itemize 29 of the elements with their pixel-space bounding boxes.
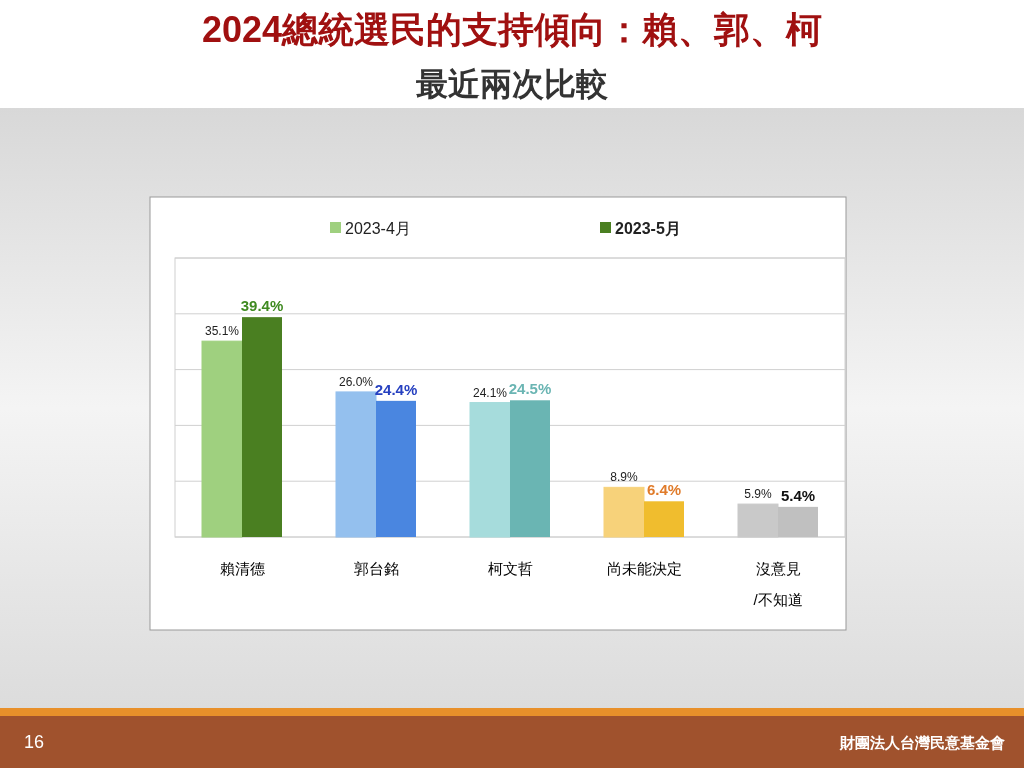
text: 16 [24, 732, 45, 752]
data-label: 5.9% [744, 487, 772, 502]
chart-subtitle: 最近兩次比較 [416, 66, 608, 102]
bar [201, 340, 243, 538]
data-label: 35.1% [204, 324, 240, 339]
data-label: 24.4% [374, 380, 418, 398]
bar [644, 501, 684, 537]
legend-label: 2023-5月 [615, 220, 681, 237]
data-label: 24.1% [472, 385, 508, 400]
bar [376, 400, 416, 537]
data-label: 24.5% [508, 380, 552, 398]
bar [335, 391, 377, 538]
data-label: 39.4% [240, 297, 284, 315]
bar [603, 486, 645, 538]
legend-label: 2023-4月 [345, 220, 411, 237]
x-tick-label: 沒意見 /不知道 [753, 560, 803, 608]
bar [242, 317, 282, 537]
x-tick-label: 柯文哲 [487, 560, 533, 577]
x-tick-label: 郭台銘 [353, 560, 399, 577]
x-tick-label: 尚未能決定 [606, 560, 682, 577]
bar [510, 400, 550, 537]
chart-title: 2024總統選民的支持傾向：賴、郭、柯 [201, 9, 823, 50]
data-label: 8.9% [610, 470, 638, 485]
data-label: 5.4% [780, 486, 816, 504]
data-label: 6.4% [646, 481, 682, 499]
x-tick-label: 賴清德 [219, 560, 265, 577]
bar [469, 402, 511, 538]
text: 財團法人台灣民意基金會 [839, 734, 1005, 751]
data-label: 26.0% [338, 374, 374, 389]
